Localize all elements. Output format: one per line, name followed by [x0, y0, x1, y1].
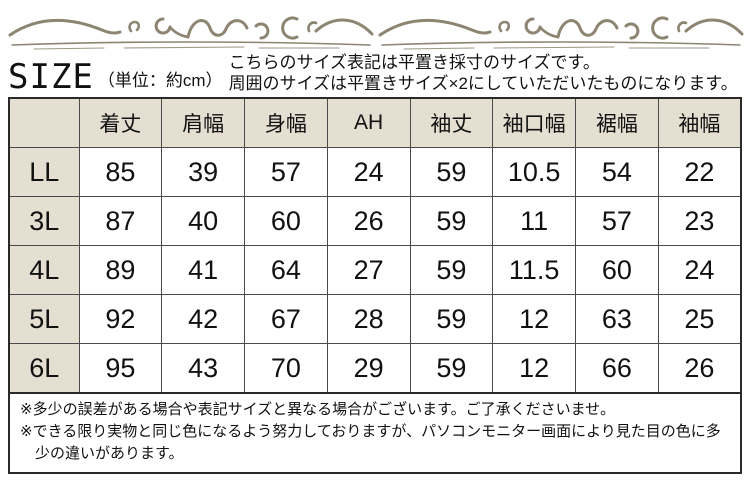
size-value-cell: 11	[492, 196, 576, 246]
column-header: 袖幅	[657, 97, 742, 148]
size-value-cell: 64	[244, 245, 328, 295]
size-value-cell: 11.5	[492, 245, 576, 295]
size-value-cell: 87	[78, 196, 163, 246]
table-row: 6L 95 43 70 29 59 12 66 26	[8, 343, 742, 394]
column-header: AH	[326, 97, 411, 148]
row-label: 6L	[8, 343, 80, 394]
column-header: 裾幅	[575, 97, 659, 148]
row-label: 3L	[8, 196, 80, 246]
size-value-cell: 59	[409, 343, 494, 394]
size-value-cell: 70	[244, 343, 328, 394]
size-value-cell: 12	[492, 294, 576, 344]
size-value-cell: 60	[244, 196, 328, 246]
measurement-intro: こちらのサイズ表記は平置き採寸のサイズです。 周囲のサイズは平置きサイズ×2にし…	[229, 52, 738, 94]
row-label: 4L	[8, 245, 80, 295]
size-value-cell: 29	[326, 343, 411, 394]
size-value-cell: 59	[409, 196, 494, 246]
note-tolerance: ※多少の誤差がある場合や表記サイズと異なる場合がございます。ご了承くださいませ。	[20, 401, 616, 418]
size-value-cell: 66	[575, 343, 659, 394]
size-value-cell: 22	[657, 147, 742, 197]
size-value-cell: 42	[161, 294, 245, 344]
table-row: 3L 87 40 60 26 59 11 57 23	[8, 196, 742, 246]
size-value-cell: 59	[409, 245, 494, 295]
size-value-cell: 28	[326, 294, 411, 344]
size-value-cell: 26	[326, 196, 411, 246]
size-value-cell: 57	[244, 147, 328, 197]
size-value-cell: 95	[78, 343, 163, 394]
intro-line-2: 周囲のサイズは平置きサイズ×2にしていただいたものになります。	[228, 74, 738, 93]
size-value-cell: 57	[575, 196, 659, 246]
size-value-cell: 23	[657, 196, 742, 246]
column-header: 肩幅	[161, 97, 245, 148]
row-label: 5L	[8, 294, 80, 344]
size-value-cell: 60	[575, 245, 659, 295]
notes-box: ※多少の誤差がある場合や表記サイズと異なる場合がございます。ご了承くださいませ。…	[8, 394, 742, 474]
size-value-cell: 67	[244, 294, 328, 344]
size-value-cell: 40	[161, 196, 245, 246]
title-row: SIZE （単位：約cm） こちらのサイズ表記は平置き採寸のサイズです。 周囲の…	[8, 52, 750, 94]
size-value-cell: 12	[492, 343, 576, 394]
column-header: 袖口幅	[492, 97, 576, 148]
decorative-flourish	[8, 16, 744, 51]
size-value-cell: 54	[575, 147, 659, 197]
size-heading: SIZE	[8, 57, 94, 97]
column-header: 袖丈	[409, 97, 494, 148]
size-value-cell: 41	[161, 245, 245, 295]
size-value-cell: 59	[409, 147, 494, 197]
corner-cell	[8, 97, 80, 148]
size-value-cell: 24	[657, 245, 742, 295]
note-color-difference: ※できる限り実物と同じ色になるよう努力しておりますが、パソコンモニター画面により…	[20, 423, 721, 462]
size-value-cell: 92	[78, 294, 163, 344]
size-value-cell: 24	[326, 147, 411, 197]
size-value-cell: 10.5	[492, 147, 576, 197]
size-value-cell: 26	[657, 343, 742, 394]
table-header-row: 着丈 肩幅 身幅 AH 袖丈 袖口幅 裾幅 袖幅	[8, 97, 742, 148]
row-label: LL	[8, 147, 80, 197]
unit-label: （単位：約cm）	[97, 70, 223, 90]
size-table: 着丈 肩幅 身幅 AH 袖丈 袖口幅 裾幅 袖幅 LL 85 39 57 24 59 10.5 54 22 3L…	[8, 97, 742, 394]
size-value-cell: 63	[575, 294, 659, 344]
size-value-cell: 59	[409, 294, 494, 344]
size-value-cell: 25	[657, 294, 742, 344]
table-row: LL 85 39 57 24 59 10.5 54 22	[8, 147, 742, 197]
size-value-cell: 89	[78, 245, 163, 295]
table-row: 4L 89 41 64 27 59 11.5 60 24	[8, 245, 742, 295]
size-value-cell: 27	[326, 245, 411, 295]
size-value-cell: 85	[78, 147, 163, 197]
size-value-cell: 39	[161, 147, 245, 197]
intro-line-1: こちらのサイズ表記は平置き採寸のサイズです。	[228, 53, 600, 72]
column-header: 着丈	[78, 97, 163, 148]
size-value-cell: 43	[161, 343, 245, 394]
table-row: 5L 92 42 67 28 59 12 63 25	[8, 294, 742, 344]
column-header: 身幅	[244, 97, 328, 148]
